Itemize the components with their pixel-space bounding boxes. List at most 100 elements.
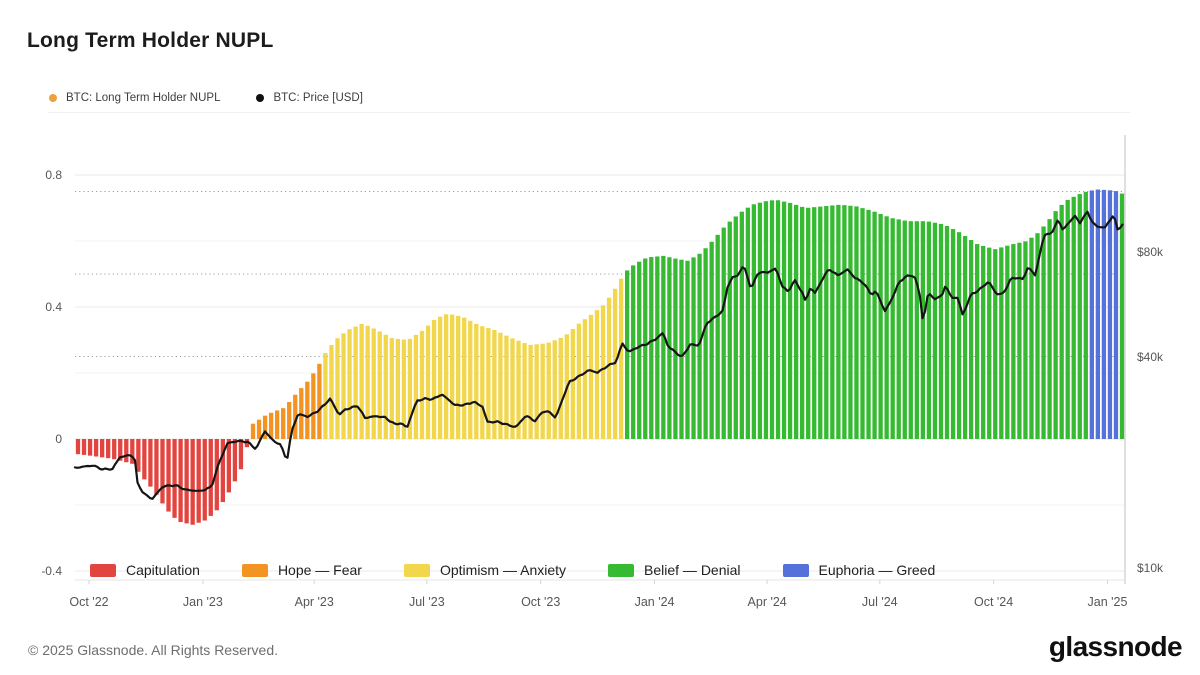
nupl-bar (268, 412, 274, 439)
nupl-bar (407, 338, 413, 439)
right-axis-tick-label: $40k (1137, 350, 1164, 364)
regime-legend-label: Belief — Denial (644, 562, 741, 578)
nupl-bar (244, 439, 250, 448)
nupl-bar (323, 353, 328, 439)
nupl-bar (932, 222, 938, 439)
nupl-bar (347, 329, 352, 439)
regime-color-swatch (782, 563, 809, 577)
series-color-dot-icon (49, 94, 57, 102)
regime-legend: Capitulation Hope — Fear Optimism — Anxiet… (90, 562, 935, 578)
nupl-bar (860, 208, 865, 439)
nupl-bar (691, 257, 696, 439)
nupl-bar (1077, 194, 1082, 439)
nupl-bar (1041, 226, 1046, 439)
nupl-bar (136, 439, 141, 472)
nupl-bar (896, 219, 901, 439)
nupl-bar (818, 206, 823, 439)
nupl-bar (166, 439, 171, 512)
nupl-bar (425, 325, 431, 439)
nupl-bar (274, 410, 280, 439)
nupl-bar (510, 338, 515, 439)
nupl-bar (866, 209, 871, 439)
nupl-bar (305, 381, 310, 439)
nupl-bar (727, 221, 732, 439)
nupl-bar (124, 439, 129, 463)
nupl-bar (588, 314, 594, 439)
nupl-bar (999, 247, 1004, 439)
nupl-bar (75, 439, 81, 455)
x-axis-tick-label: Apr '23 (294, 595, 334, 609)
nupl-bar (353, 326, 358, 439)
nupl-bar (1083, 191, 1088, 439)
nupl-bar (926, 221, 932, 439)
nupl-bar (956, 232, 962, 439)
right-axis-tick-label: $80k (1137, 244, 1164, 259)
nupl-bar (383, 334, 388, 439)
nupl-bar (1071, 196, 1076, 439)
nupl-bar (456, 315, 461, 439)
nupl-bar (600, 305, 606, 439)
nupl-bar (178, 439, 183, 523)
nupl-bar (1059, 204, 1064, 439)
nupl-bar (480, 326, 485, 439)
nupl-bar (317, 363, 322, 439)
nupl-bar (878, 213, 883, 439)
nupl-bar (836, 204, 841, 439)
nupl-bar (540, 343, 545, 439)
regime-legend-item: Optimism — Anxiety (403, 562, 566, 578)
nupl-bar (148, 439, 153, 487)
x-axis-tick-label: Jul '24 (861, 595, 898, 609)
nupl-bar (437, 316, 443, 439)
regime-legend-label: Hope — Fear (277, 562, 362, 578)
nupl-bar (395, 338, 400, 439)
nupl-bar (486, 328, 491, 439)
nupl-bar (655, 256, 660, 439)
x-axis-tick-label: Jan '23 (182, 595, 223, 609)
nupl-bar (812, 207, 817, 439)
copyright-text: © 2025 Glassnode. All Rights Reserved. (28, 642, 279, 658)
series-legend-item[interactable]: BTC: Price [USD] (256, 92, 363, 104)
nupl-bar (987, 247, 992, 439)
series-legend: BTC: Long Term Holder NUPL BTC: Price [US… (49, 92, 363, 104)
nupl-bar (1107, 190, 1113, 439)
page-title: Long Term Holder NUPL (27, 29, 274, 52)
nupl-bar (172, 439, 177, 518)
nupl-bar (824, 206, 829, 439)
nupl-bar (975, 244, 980, 439)
nupl-bar (745, 207, 750, 439)
nupl-bar (890, 218, 895, 439)
nupl-bar (208, 439, 213, 516)
nupl-bar (594, 310, 600, 439)
nupl-bar (93, 439, 99, 457)
nupl-bar (787, 202, 793, 439)
series-legend-item[interactable]: BTC: Long Term Holder NUPL (49, 92, 220, 104)
regime-legend-label: Capitulation (126, 562, 200, 578)
nupl-bar (534, 344, 539, 439)
nupl-bar (522, 343, 527, 439)
nupl-bar (504, 335, 509, 439)
nupl-bar (202, 439, 207, 521)
series-legend-label: BTC: Price [USD] (273, 92, 363, 104)
nupl-bar (1089, 190, 1094, 439)
x-axis-tick-label: Jan '25 (1087, 595, 1128, 609)
nupl-bar (287, 402, 292, 439)
nupl-bar (142, 439, 147, 480)
nupl-bar (872, 211, 877, 439)
series-legend-label: BTC: Long Term Holder NUPL (66, 92, 221, 104)
nupl-bar (1011, 244, 1016, 439)
nupl-bar (419, 330, 425, 439)
nupl-bar (950, 229, 956, 439)
nupl-bar (1095, 189, 1101, 439)
nupl-bar (528, 344, 533, 439)
nupl-bar (1113, 191, 1119, 439)
nupl-bar (329, 345, 334, 439)
nupl-bar (359, 323, 364, 439)
left-axis-tick-label: 0.4 (45, 300, 62, 314)
nupl-bar (492, 329, 497, 439)
regime-color-swatch (608, 563, 635, 577)
regime-legend-item: Capitulation (90, 562, 200, 578)
nupl-bar (99, 439, 105, 458)
nupl-bar (226, 439, 232, 493)
nupl-bar (190, 439, 195, 525)
